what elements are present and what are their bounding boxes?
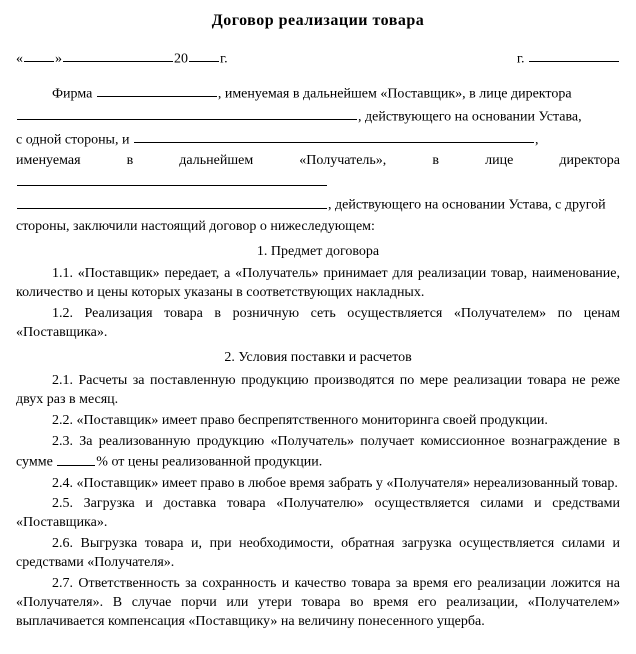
text: , <box>535 132 539 147</box>
percent-blank <box>57 451 95 465</box>
document-title: Договор реализации товара <box>16 10 620 32</box>
clause-2-6: 2.6. Выгрузка товара и, при необходимост… <box>16 535 620 573</box>
preamble: Фирма , именуемая в дальнейшем «Поставщи… <box>16 83 620 237</box>
clause-2-1: 2.1. Расчеты за поставленную продукцию п… <box>16 372 620 410</box>
text: Фирма <box>52 86 96 101</box>
clause-2-5: 2.5. Загрузка и доставка товара «Получат… <box>16 495 620 533</box>
city-block: г. <box>517 48 620 69</box>
text: , действующего на основании Устава, с др… <box>328 198 606 213</box>
year-suffix: г. <box>220 51 228 66</box>
preamble-line-4: именуемая в дальнейшем «Получатель», в л… <box>16 152 620 192</box>
text: с одной стороны, и <box>16 132 133 147</box>
contract-page: Договор реализации товара « » 20 г. г. Фирм… <box>0 0 636 654</box>
firma-blank <box>97 83 217 97</box>
city-blank <box>529 48 619 62</box>
section2-heading: 2. Условия поставки и расчетов <box>16 349 620 368</box>
director-blank <box>17 106 357 120</box>
city-prefix: г. <box>517 51 525 66</box>
date-block: « » 20 г. <box>16 48 228 69</box>
year-prefix: 20 <box>174 51 188 66</box>
clause-2-3: 2.3. За реализованную продукцию «Получат… <box>16 433 620 473</box>
text: , именуемая в дальнейшем «Поставщик», в … <box>218 86 572 101</box>
director2b-blank <box>17 194 327 208</box>
year-blank <box>189 48 219 62</box>
preamble-line-5: , действующего на основании Устава, с др… <box>16 194 620 215</box>
header-row: « » 20 г. г. <box>16 48 620 69</box>
clause-2-2: 2.2. «Поставщик» имеет право беспрепятст… <box>16 412 620 431</box>
section1-heading: 1. Предмет договора <box>16 243 620 262</box>
preamble-line-6: стороны, заключили настоящий договор о н… <box>16 218 620 237</box>
clause-2-7: 2.7. Ответственность за сохранность и ка… <box>16 575 620 632</box>
clause-1-2: 1.2. Реализация товара в розничную сеть … <box>16 305 620 343</box>
clause-1-1: 1.1. «Поставщик» передает, а «Получатель… <box>16 265 620 303</box>
preamble-line-2: , действующего на основании Устава, <box>16 106 620 127</box>
quote-close: » <box>55 51 62 66</box>
day-blank <box>24 48 54 62</box>
month-blank <box>63 48 173 62</box>
preamble-line-3: с одной стороны, и , <box>16 129 620 150</box>
clause-2-4: 2.4. «Поставщик» имеет право в любое вре… <box>16 475 620 494</box>
quote-open: « <box>16 51 23 66</box>
text: % от цены реализованной продукции. <box>96 455 322 470</box>
preamble-line-1: Фирма , именуемая в дальнейшем «Поставщи… <box>16 83 620 104</box>
party2-blank <box>134 129 534 143</box>
text: именуемая в дальнейшем «Получатель», в л… <box>16 153 620 168</box>
director2a-blank <box>17 171 327 185</box>
text: , действующего на основании Устава, <box>358 109 582 124</box>
